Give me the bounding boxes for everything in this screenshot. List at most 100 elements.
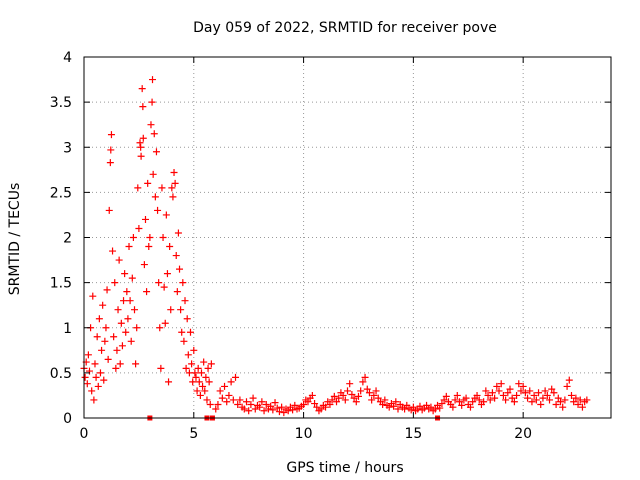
data-point bbox=[348, 391, 356, 399]
data-point bbox=[504, 389, 512, 397]
data-point bbox=[195, 378, 203, 386]
y-tick-label: 3.5 bbox=[50, 95, 72, 111]
data-point bbox=[172, 252, 180, 260]
data-point bbox=[502, 396, 510, 404]
data-point bbox=[515, 380, 523, 388]
data-point bbox=[267, 402, 275, 410]
data-point bbox=[247, 400, 255, 408]
y-tick-label: 2 bbox=[63, 231, 72, 247]
data-point bbox=[352, 398, 360, 406]
data-point bbox=[390, 402, 398, 410]
data-point bbox=[436, 404, 444, 412]
data-point bbox=[202, 373, 210, 381]
data-point bbox=[576, 396, 584, 404]
y-tick-label: 2.5 bbox=[50, 185, 72, 201]
data-point bbox=[370, 391, 378, 399]
data-point bbox=[183, 315, 191, 323]
points-layer bbox=[80, 76, 591, 421]
data-point bbox=[177, 306, 185, 314]
data-point bbox=[537, 400, 545, 408]
data-point bbox=[139, 134, 147, 142]
data-point bbox=[107, 146, 115, 154]
data-point bbox=[344, 387, 351, 395]
data-point bbox=[442, 392, 450, 400]
data-point bbox=[88, 387, 96, 395]
data-point bbox=[251, 405, 259, 413]
data-point bbox=[521, 389, 529, 397]
data-point bbox=[289, 406, 297, 414]
data-point bbox=[242, 398, 250, 406]
data-point bbox=[291, 401, 299, 409]
data-point bbox=[133, 324, 141, 332]
data-point bbox=[300, 400, 308, 408]
data-point bbox=[570, 398, 578, 406]
data-point bbox=[313, 403, 321, 411]
data-point bbox=[179, 279, 187, 287]
data-point bbox=[493, 382, 501, 390]
data-point bbox=[127, 337, 135, 345]
data-point bbox=[333, 398, 341, 406]
data-point bbox=[227, 378, 235, 386]
data-point bbox=[125, 243, 133, 251]
data-point bbox=[556, 398, 564, 406]
data-point bbox=[539, 394, 547, 402]
data-point bbox=[335, 394, 343, 402]
ticks-layer: 0 5 10 15 20 0 0.5 1 1.5 2 2.5 3 3.5 4 bbox=[50, 50, 611, 442]
data-point bbox=[106, 159, 114, 167]
data-point bbox=[149, 170, 157, 178]
data-point bbox=[561, 396, 569, 404]
data-point bbox=[184, 351, 192, 359]
data-point bbox=[155, 279, 163, 287]
data-point bbox=[451, 396, 459, 404]
data-point bbox=[203, 396, 211, 404]
data-point bbox=[136, 139, 144, 147]
data-point bbox=[346, 380, 354, 388]
data-point bbox=[193, 387, 201, 395]
data-point bbox=[330, 392, 338, 400]
data-point bbox=[137, 143, 145, 151]
data-point bbox=[322, 403, 330, 411]
data-point bbox=[552, 400, 560, 408]
y-tick-label: 4 bbox=[63, 50, 72, 66]
data-point bbox=[304, 398, 312, 406]
data-point bbox=[199, 382, 207, 390]
data-point bbox=[526, 387, 534, 395]
data-point bbox=[354, 392, 362, 400]
data-point bbox=[528, 398, 536, 406]
data-point bbox=[156, 324, 164, 332]
data-point bbox=[103, 286, 111, 294]
data-point bbox=[84, 351, 92, 359]
data-point bbox=[484, 391, 492, 399]
grid-layer bbox=[84, 57, 611, 418]
data-point bbox=[173, 288, 181, 296]
y-axis-label: SRMTID / TECUs bbox=[7, 183, 23, 296]
data-point bbox=[229, 396, 237, 404]
data-point bbox=[559, 403, 567, 411]
data-point bbox=[499, 391, 507, 399]
data-point bbox=[128, 274, 136, 282]
data-point bbox=[508, 394, 516, 402]
data-point bbox=[535, 389, 543, 397]
data-point bbox=[326, 400, 334, 408]
data-point bbox=[308, 391, 316, 399]
data-point bbox=[497, 380, 505, 388]
data-point bbox=[223, 398, 231, 406]
data-point bbox=[205, 378, 213, 386]
data-point bbox=[114, 306, 122, 314]
data-point bbox=[85, 367, 93, 375]
data-point bbox=[110, 333, 118, 341]
x-axis-label: GPS time / hours bbox=[286, 460, 403, 476]
data-point bbox=[278, 403, 286, 411]
data-point bbox=[91, 360, 99, 368]
data-point bbox=[543, 391, 551, 399]
data-point bbox=[141, 215, 149, 223]
data-point bbox=[368, 396, 376, 404]
data-point bbox=[161, 319, 169, 327]
data-point bbox=[214, 400, 222, 408]
data-point bbox=[269, 406, 277, 414]
data-point bbox=[488, 389, 496, 397]
data-point bbox=[115, 256, 123, 264]
data-point bbox=[357, 387, 365, 395]
y-tick-label: 0.5 bbox=[50, 366, 72, 382]
data-point bbox=[466, 403, 474, 411]
